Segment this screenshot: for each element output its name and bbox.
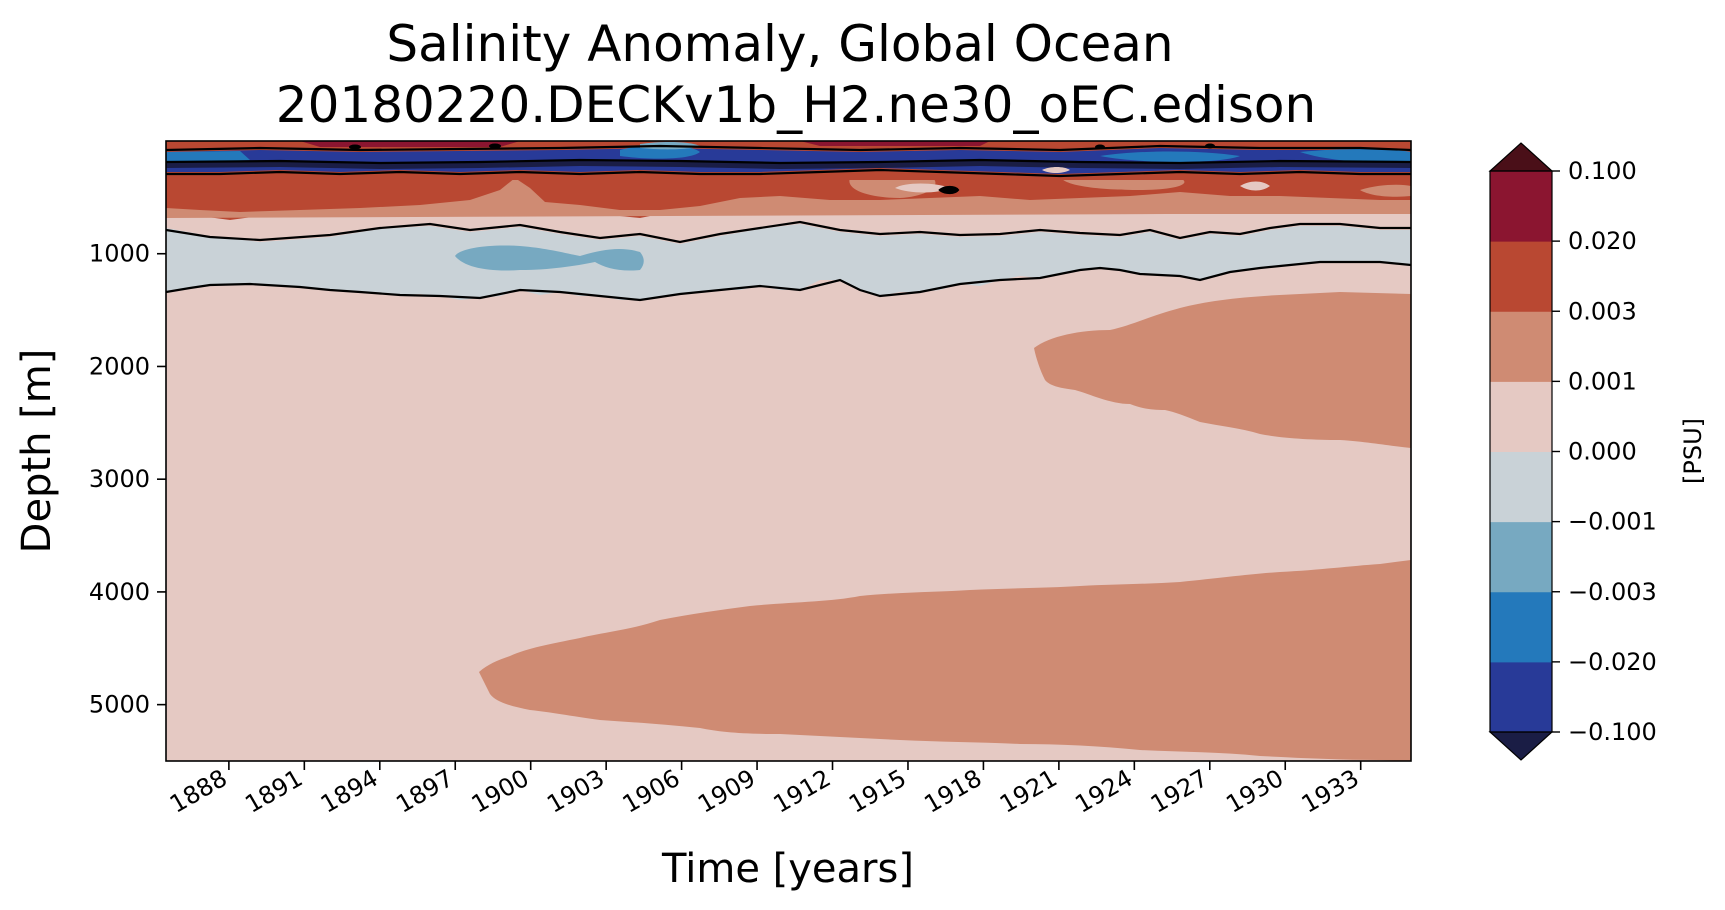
y-tick-label: 5000 — [89, 691, 150, 719]
y-axis-label: Depth [m] — [14, 349, 60, 554]
mid-depth-positive-lobe — [1034, 292, 1411, 448]
y-tick-label: 4000 — [89, 578, 150, 606]
upper-medium-patches — [849, 169, 1411, 198]
chart-title: Salinity Anomaly, Global Ocean — [386, 15, 1173, 73]
chart-subtitle: 20180220.DECKv1b_H2.ne30_oEC.edison — [276, 76, 1316, 134]
x-tick-label: 1903 — [542, 764, 609, 819]
colorbar-segment — [1490, 381, 1552, 452]
y-tick-label: 2000 — [89, 352, 150, 380]
contour-line-surface-2 — [166, 158, 1411, 165]
x-tick-label: 1930 — [1221, 764, 1288, 819]
plot-frame — [165, 140, 1412, 762]
upper-medium-band — [166, 178, 1411, 218]
x-tick-label: 1897 — [391, 764, 458, 819]
x-tick-label: 1900 — [467, 764, 534, 819]
colorbar-extend-high — [1488, 142, 1554, 172]
colorbar-segment — [1490, 591, 1552, 663]
contour-lines — [166, 144, 1411, 302]
x-axis-ticks: 1888 1891 1894 1897 1900 1903 1906 1909 1912 1915… — [165, 761, 1364, 819]
colorbar-tick-label: −0.020 — [1568, 648, 1657, 676]
contour-dot — [1095, 144, 1105, 150]
intermediate-blue-patch — [455, 245, 644, 271]
surface-mid-blue-patches — [166, 144, 1411, 164]
colorbar-segment — [1490, 661, 1552, 733]
contour-line-upper — [166, 220, 1411, 244]
colorbar-label: [PSU] — [1679, 418, 1707, 484]
y-tick-label: 1000 — [89, 240, 150, 268]
colorbar-tick-label: 0.001 — [1568, 367, 1637, 395]
colorbar: −0.100 −0.020 −0.003 −0.001 0.000 0.001 0.003 0… — [1488, 142, 1657, 761]
x-tick-label: 1888 — [165, 764, 232, 819]
x-tick-label: 1927 — [1146, 764, 1213, 819]
x-tick-label: 1924 — [1070, 764, 1137, 819]
x-axis-label: Time [years] — [661, 846, 914, 892]
y-tick-label: 3000 — [89, 465, 150, 493]
x-tick-label: 1915 — [844, 764, 911, 819]
colorbar-tick-label: 0.000 — [1568, 438, 1637, 466]
contour-line-surface-3 — [166, 168, 1411, 178]
x-tick-label: 1891 — [240, 764, 307, 819]
intermediate-negative-layer — [166, 220, 1411, 300]
colorbar-segment — [1490, 451, 1552, 523]
contour-dot — [939, 187, 957, 193]
colorbar-segment — [1490, 171, 1552, 242]
plot-area — [166, 141, 1411, 761]
y-axis-ticks: 1000 2000 3000 4000 5000 — [89, 240, 166, 719]
x-tick-label: 1933 — [1297, 764, 1364, 819]
contour-dot — [489, 143, 501, 149]
contour-dot — [1205, 143, 1215, 149]
colorbar-segment — [1490, 241, 1552, 312]
shallow-light-patches — [895, 167, 1270, 193]
colorbar-tick-label: 0.003 — [1568, 297, 1637, 325]
colorbar-extend-low — [1488, 731, 1554, 761]
x-tick-label: 1894 — [316, 764, 383, 819]
contour-line-lower — [166, 260, 1411, 302]
x-tick-label: 1918 — [920, 764, 987, 819]
colorbar-tick-label: −0.001 — [1568, 508, 1657, 536]
x-tick-label: 1906 — [618, 764, 685, 819]
contour-line-surface-1 — [166, 144, 1411, 152]
colorbar-tick-label: −0.003 — [1568, 578, 1657, 606]
surface-blue-layer — [166, 148, 1411, 174]
x-tick-label: 1909 — [693, 764, 760, 819]
colorbar-segment — [1490, 521, 1552, 593]
surface-dark-red-patches — [300, 141, 990, 147]
colorbar-segment — [1490, 311, 1552, 382]
colorbar-tick-label: 0.020 — [1568, 227, 1637, 255]
x-tick-label: 1921 — [995, 764, 1062, 819]
contour-dots — [349, 143, 1215, 193]
abyssal-positive-lobe — [479, 560, 1411, 761]
x-tick-label: 1912 — [769, 764, 836, 819]
contour-dot — [349, 144, 361, 150]
colorbar-tick-label: −0.100 — [1568, 718, 1657, 746]
colorbar-tick-label: 0.100 — [1568, 157, 1637, 185]
